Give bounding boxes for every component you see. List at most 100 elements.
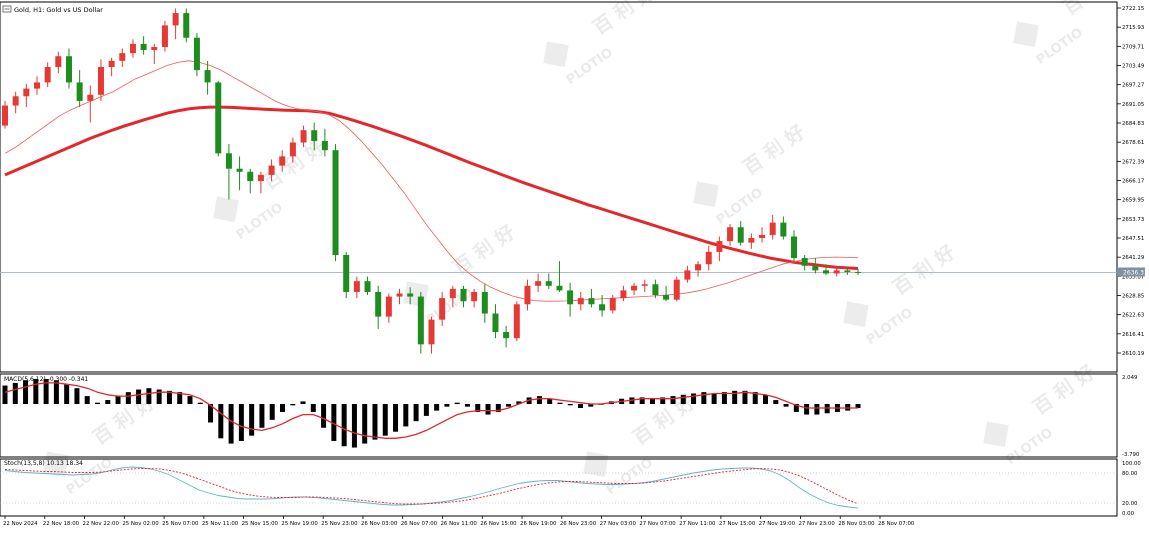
candle — [535, 273, 542, 292]
macd-bar — [516, 401, 522, 405]
watermark-diamond — [843, 301, 869, 327]
candle — [279, 150, 286, 172]
candle — [513, 301, 520, 342]
candle — [300, 125, 307, 148]
candle-body — [353, 281, 360, 292]
macd-bar — [485, 404, 491, 415]
candle — [471, 288, 478, 308]
time-tick-label: 26 Nov 23:00 — [560, 521, 597, 527]
candle-body — [2, 105, 8, 126]
candle-body — [407, 293, 414, 297]
macd-tick-label: 2.049 — [1122, 375, 1138, 381]
candle-body — [215, 82, 222, 154]
macd-bar — [300, 401, 306, 405]
candle — [343, 251, 350, 299]
stoch-tick-label: 0.00 — [1122, 511, 1135, 517]
candle-body — [236, 168, 243, 172]
candle-body — [417, 296, 424, 345]
macd-panel-frame — [0, 373, 1118, 458]
candle — [33, 76, 40, 95]
candle-body — [364, 281, 371, 292]
candle-body — [108, 60, 115, 68]
ma-fast-line — [4, 60, 859, 302]
candle-body — [33, 82, 40, 89]
candle-body — [172, 13, 179, 26]
price-tick-label: 2635.07 — [1122, 274, 1144, 280]
macd-bar — [177, 392, 183, 405]
candle — [737, 221, 744, 246]
macd-bar — [187, 396, 193, 405]
candle — [780, 216, 787, 240]
macd-signal-line — [4, 382, 858, 439]
macd-bar — [773, 400, 779, 405]
candle-body — [812, 265, 819, 271]
watermark-diamond — [43, 451, 69, 477]
candle — [140, 36, 147, 55]
candle-body — [44, 67, 51, 83]
time-tick-label: 25 Nov 07:00 — [162, 521, 199, 527]
candle-body — [855, 271, 861, 273]
candle-body — [684, 270, 691, 280]
time-tick-label: 26 Nov 15:00 — [480, 521, 517, 527]
candle-body — [545, 281, 552, 286]
price-tick-label: 2703.49 — [1122, 64, 1145, 70]
macd-bar — [804, 404, 810, 415]
macd-bar — [290, 404, 296, 406]
candle-body — [631, 285, 638, 291]
price-tick-label: 2722.15 — [1122, 6, 1144, 12]
candle-body — [119, 53, 126, 61]
candle-body — [727, 227, 734, 242]
candle — [524, 279, 531, 311]
candle-body — [193, 37, 200, 71]
candle — [108, 57, 115, 77]
candle-body — [385, 296, 392, 317]
candle-body — [791, 236, 798, 259]
candle-body — [844, 270, 851, 272]
macd-tick-label: -3.790 — [1122, 452, 1140, 458]
macd-bar — [578, 404, 584, 408]
macd-bar — [64, 384, 70, 405]
candle — [268, 159, 275, 182]
price-tick-label: 2697.27 — [1122, 83, 1144, 89]
macd-bar — [557, 402, 563, 405]
candle — [503, 325, 510, 348]
candle — [609, 295, 616, 314]
macd-bar — [814, 404, 820, 415]
candle — [87, 85, 94, 123]
macd-bar — [115, 396, 121, 405]
macd-bar — [711, 393, 717, 405]
macd-bar — [84, 396, 90, 405]
candle — [161, 20, 168, 52]
candle — [407, 287, 414, 305]
candle-body — [257, 174, 264, 182]
macd-bar — [670, 396, 676, 405]
candle-body — [129, 43, 136, 54]
stoch-tick-label: 80.00 — [1122, 471, 1138, 477]
candle — [641, 279, 648, 292]
candle-body — [321, 140, 328, 151]
candle — [652, 279, 659, 299]
candle — [631, 282, 638, 296]
candle — [417, 291, 424, 354]
candle-body — [225, 153, 232, 169]
macd-bar — [351, 404, 357, 448]
macd-bar — [403, 404, 409, 427]
candle-body — [609, 298, 616, 311]
macd-bar — [721, 392, 727, 405]
macd-bar — [475, 404, 481, 412]
macd-bar — [331, 404, 337, 441]
time-tick-label: 27 Nov 07:00 — [639, 521, 676, 527]
candle-body — [567, 290, 574, 305]
macd-bar — [413, 404, 419, 422]
macd-bar — [2, 385, 8, 405]
stoch-panel-frame — [0, 458, 1118, 517]
macd-bar — [434, 404, 440, 411]
macd-bar — [393, 404, 399, 432]
macd-bar — [423, 404, 429, 416]
candle-body — [247, 171, 254, 182]
candle — [129, 39, 136, 58]
candle — [428, 316, 435, 354]
current-price-marker — [1117, 267, 1145, 277]
stoch-main-line — [4, 466, 859, 509]
price-tick-label: 2647.51 — [1122, 236, 1144, 242]
